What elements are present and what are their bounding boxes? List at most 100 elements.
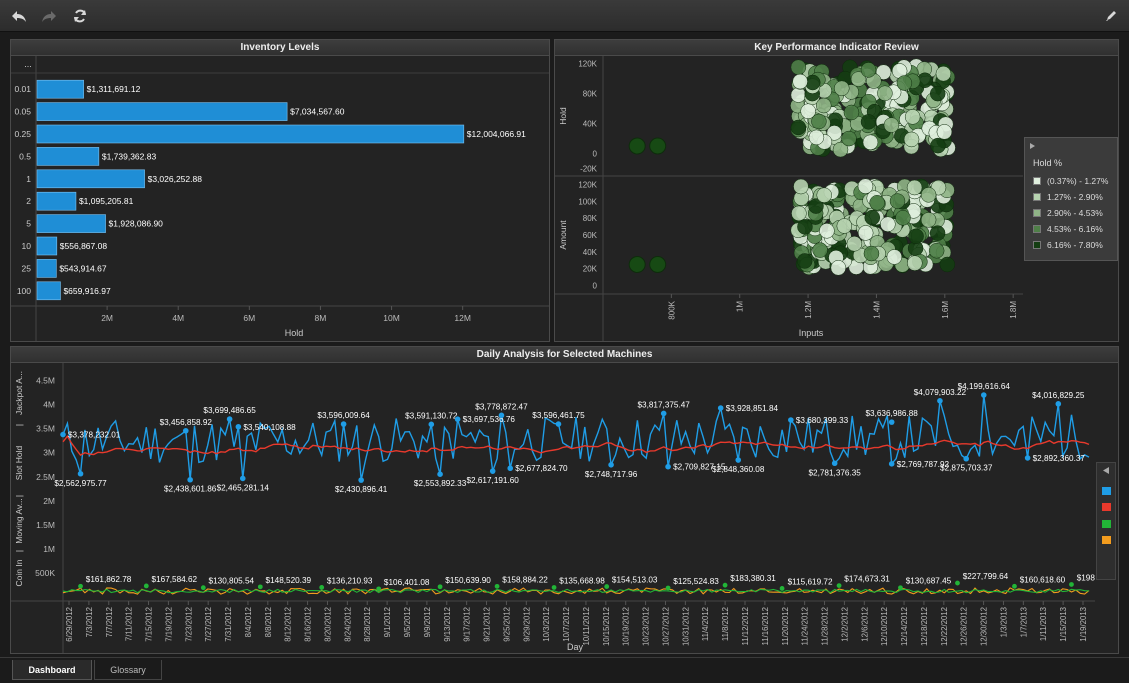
legend-expand-icon[interactable] (1103, 467, 1109, 474)
bar (36, 124, 465, 144)
x-tick-label: 7/31/2012 (224, 607, 233, 642)
data-point-marker (340, 421, 347, 427)
scatter-point (628, 137, 646, 155)
category-label: 2 (26, 196, 31, 206)
category-label: 100 (17, 286, 31, 296)
scatter-point (797, 219, 813, 235)
bar-value-label: $7,034,567.60 (290, 107, 345, 117)
data-label: $2,438,601.86 (164, 485, 217, 494)
data-point-marker (665, 585, 671, 591)
legend-swatch-slot-hold[interactable] (1102, 503, 1111, 511)
legend-item[interactable]: 1.27% - 2.90% (1033, 192, 1103, 202)
scatter-point (863, 245, 880, 262)
data-label: $160,618.60 (1020, 575, 1066, 584)
x-tick-label: 800K (667, 300, 676, 319)
data-point-marker (187, 476, 193, 483)
bar (36, 79, 84, 99)
category-label: 0.05 (14, 107, 31, 117)
data-point-marker (831, 460, 838, 467)
x-tick-label: 9/13/2012 (443, 607, 452, 642)
x-axis-title: Inputs (799, 328, 824, 338)
scatter-point (808, 198, 824, 214)
x-tick-label: 10/3/2012 (542, 607, 551, 642)
x-tick-label: 2M (101, 313, 113, 323)
data-point-marker (78, 583, 83, 589)
scatter-point (860, 114, 877, 130)
x-tick-label: 7/7/2012 (105, 607, 114, 637)
scatter-point (815, 97, 832, 114)
data-label: $158,884.22 (502, 575, 548, 584)
scatter-point (860, 62, 877, 78)
jackpot-line (62, 588, 1090, 594)
pencil-icon[interactable] (1100, 6, 1122, 26)
data-point-marker (722, 582, 728, 588)
legend-swatch (1033, 177, 1041, 185)
data-label: $2,848,360.08 (712, 465, 765, 474)
legend-swatch (1033, 241, 1041, 249)
x-tick-label: 10/11/2012 (582, 607, 591, 645)
x-tick-label: 12/18/2012 (920, 607, 929, 646)
data-point-marker (888, 461, 895, 467)
bar (36, 236, 58, 256)
data-point-marker (608, 462, 614, 468)
legend-swatch-moving-average[interactable] (1102, 520, 1111, 528)
scatter-point (800, 103, 816, 119)
y-axis-separator: | (14, 495, 24, 497)
y-tick-label: 0 (593, 150, 598, 159)
y-tick-label: 60K (583, 231, 598, 240)
data-label: $3,817,375.47 (638, 400, 691, 409)
category-label: 1 (26, 174, 31, 184)
x-tick-label: 9/9/2012 (423, 607, 432, 637)
data-point-marker (980, 392, 987, 398)
legend-collapse-icon[interactable] (1030, 143, 1036, 149)
scatter-point (649, 256, 667, 273)
data-point-marker (955, 580, 960, 586)
scatter-point (819, 223, 835, 239)
data-label: $4,199,616.64 (958, 382, 1011, 391)
redo-arrow-icon[interactable] (38, 6, 60, 26)
x-tick-label: 12/10/2012 (880, 607, 889, 646)
tab-glossary[interactable]: Glossary (94, 660, 162, 680)
data-point-marker (1024, 455, 1031, 461)
x-tick-label: 7/11/2012 (125, 607, 134, 641)
bar (36, 169, 145, 189)
data-point-marker (454, 416, 461, 423)
legend-swatch-jackpot[interactable] (1102, 487, 1111, 495)
refresh-icon[interactable] (69, 6, 91, 26)
legend-title: Hold % (1033, 158, 1063, 168)
x-tick-label: 11/16/2012 (761, 607, 770, 645)
bar-value-label: $12,004,066.91 (467, 129, 526, 139)
scatter-point (889, 193, 906, 209)
x-tick-label: 8/16/2012 (304, 607, 313, 642)
x-tick-label: 11/4/2012 (701, 607, 710, 641)
x-tick-label: 1/11/2013 (1039, 607, 1048, 641)
x-tick-label: 12/22/2012 (940, 607, 949, 646)
legend-item[interactable]: 2.90% - 4.53% (1033, 208, 1103, 218)
x-tick-label: 12/26/2012 (960, 607, 969, 646)
legend-item[interactable]: (0.37%) - 1.27% (1033, 176, 1108, 186)
scatter-point (790, 119, 807, 136)
y-tick-label: 2.5M (36, 472, 55, 482)
scatter-point (896, 75, 913, 91)
y-tick-label: 120K (578, 60, 597, 69)
x-axis-title: Day (567, 642, 584, 652)
legend-item[interactable]: 6.16% - 7.80% (1033, 240, 1103, 250)
y-tick-label: -20K (580, 165, 598, 174)
undo-arrow-icon[interactable] (8, 6, 30, 26)
data-point-marker (200, 585, 206, 591)
legend-item[interactable]: 4.53% - 6.16% (1033, 224, 1103, 234)
x-tick-label: 7/27/2012 (204, 607, 213, 642)
data-point-marker (489, 468, 496, 474)
data-label: $3,680,399.33 (796, 416, 849, 425)
legend-swatch-coin-in[interactable] (1102, 536, 1111, 544)
scatter-point (903, 131, 920, 148)
data-label: $130,687.45 (906, 577, 952, 586)
data-point-marker (376, 586, 382, 592)
data-point-marker (182, 427, 189, 434)
data-label: $3,378,232.01 (68, 431, 121, 440)
scatter-point (793, 178, 809, 195)
tab-dashboard[interactable]: Dashboard (12, 660, 92, 680)
x-tick-label: 9/1/2012 (383, 607, 392, 637)
scatter-point (930, 137, 946, 154)
y-tick-label: 3.5M (36, 424, 55, 434)
